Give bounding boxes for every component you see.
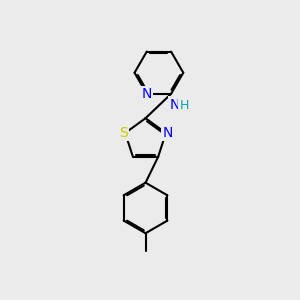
Text: N: N: [142, 87, 152, 101]
Text: S: S: [119, 126, 128, 140]
Text: N: N: [162, 126, 172, 140]
Text: N: N: [169, 98, 180, 112]
Text: H: H: [179, 99, 189, 112]
